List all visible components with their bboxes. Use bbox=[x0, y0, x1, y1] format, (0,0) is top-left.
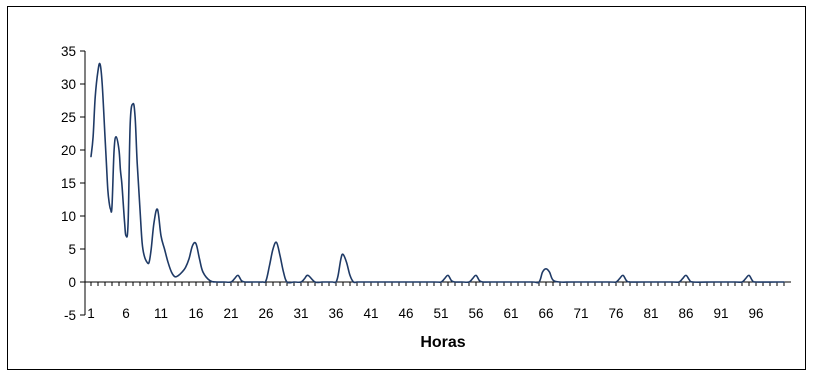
y-tick-label: 10 bbox=[61, 209, 76, 224]
series-layer bbox=[90, 62, 785, 284]
x-tick-label: 16 bbox=[188, 306, 203, 321]
x-tick-label: 76 bbox=[608, 306, 623, 321]
x-tick-label: 91 bbox=[713, 306, 728, 321]
x-tick-label: 11 bbox=[154, 306, 168, 321]
x-tick-label: 96 bbox=[748, 306, 763, 321]
y-tick-label: 25 bbox=[61, 110, 76, 125]
x-tick-label: 41 bbox=[363, 306, 378, 321]
x-tick-label: 46 bbox=[398, 306, 413, 321]
y-tick-label: 5 bbox=[68, 242, 76, 257]
x-tick-label: 81 bbox=[643, 306, 658, 321]
x-tick-label: 56 bbox=[468, 306, 483, 321]
y-tick-label: -5 bbox=[64, 308, 76, 323]
y-tick-label: 15 bbox=[61, 176, 76, 191]
series-line bbox=[90, 62, 785, 284]
x-tick-label: 1 bbox=[87, 306, 95, 321]
x-tick-label: 66 bbox=[538, 306, 553, 321]
x-axis: 1 6 11 16 21 26 31 36 41 46 51 56 61 66 71 76 81 86 91 96 bbox=[85, 281, 791, 321]
x-tick-label: 51 bbox=[433, 306, 448, 321]
x-tick-label: 61 bbox=[503, 306, 518, 321]
y-axis: -5 0 5 10 15 20 25 30 35 bbox=[61, 44, 86, 323]
x-tick-label: 6 bbox=[122, 306, 130, 321]
x-tick-label: 86 bbox=[678, 306, 693, 321]
x-tick-label: 21 bbox=[223, 306, 238, 321]
x-tick-label: 36 bbox=[328, 306, 343, 321]
y-tick-label: 35 bbox=[61, 44, 76, 59]
x-axis-title: Horas bbox=[420, 334, 465, 351]
x-tick-label: 26 bbox=[258, 306, 273, 321]
y-tick-label: 0 bbox=[68, 275, 76, 290]
chart-frame: -5 0 5 10 15 20 25 30 35 1 6 11 16 21 26 31 36 41 46 51 56 6… bbox=[7, 6, 806, 370]
x-tick-label: 71 bbox=[573, 306, 588, 321]
y-tick-label: 30 bbox=[61, 77, 76, 92]
y-tick-label: 20 bbox=[61, 143, 76, 158]
x-tick-label: 31 bbox=[293, 306, 308, 321]
